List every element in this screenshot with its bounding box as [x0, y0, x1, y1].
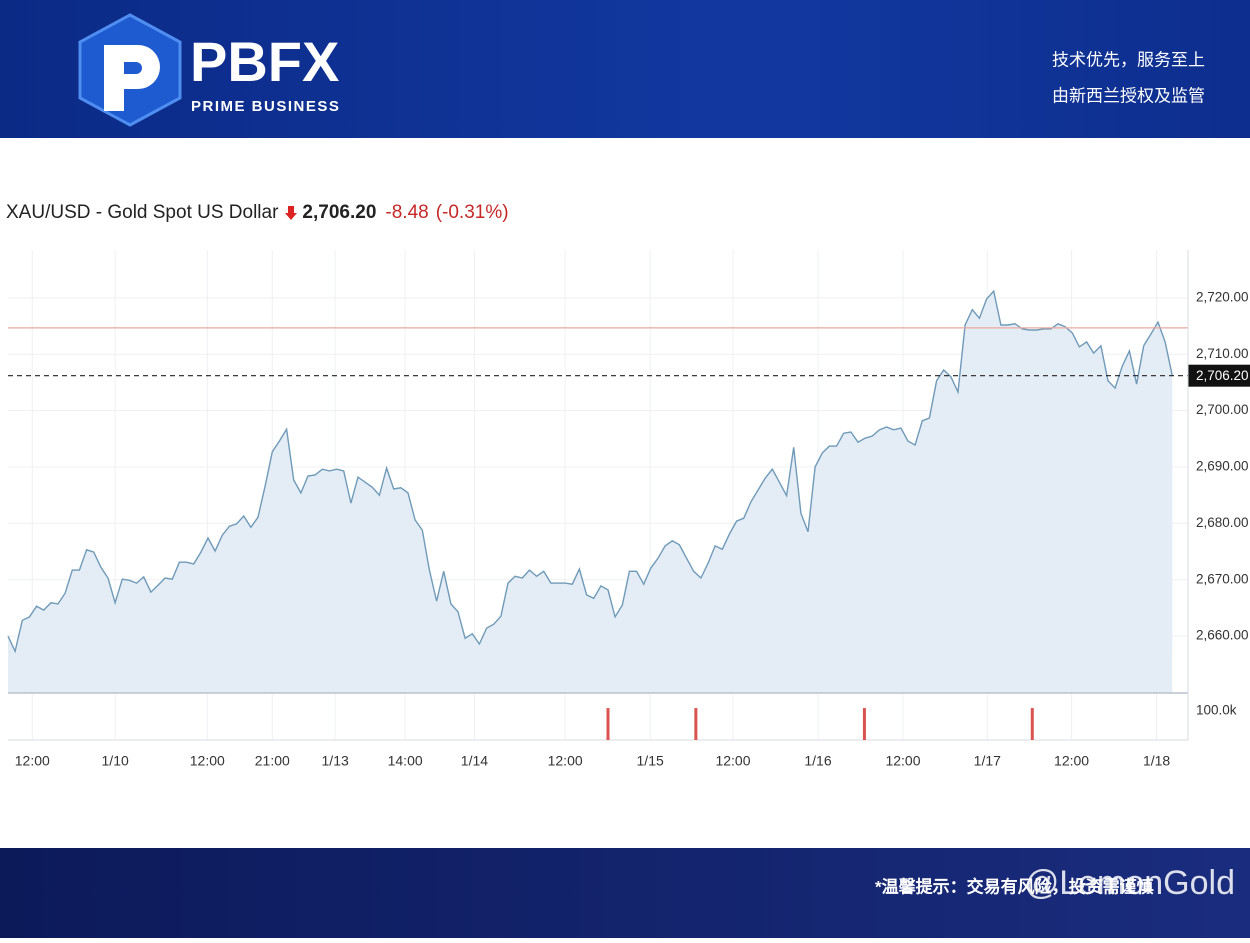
brand: PBFX	[190, 30, 339, 93]
footer-graphics: *温馨提示：交易有风险，投资需谨慎 @LemonGold	[875, 864, 1235, 902]
regulation: 由新西兰授权及监管	[1052, 86, 1205, 105]
logo-p	[104, 45, 160, 111]
volume-bar	[1030, 708, 1034, 740]
x-tick-label: 12:00	[548, 753, 583, 769]
slogan: 技术优先，服务至上	[1052, 50, 1205, 69]
title-row: XAU/USD - Gold Spot US Dollar 2,706.20 -…	[6, 202, 509, 224]
volume-tick-label: 100.0k	[1196, 703, 1237, 718]
price-line	[7, 289, 1173, 654]
change-pct: (-0.31%)	[435, 202, 509, 223]
x-tick-label: 1/13	[322, 753, 349, 769]
footer: *温馨提示：交易有风险，投资需谨慎 @LemonGold	[0, 848, 1250, 938]
x-tick-label: 1/16	[804, 753, 831, 769]
notice: *温馨提示：交易有风险，投资需谨慎	[875, 876, 1154, 896]
area	[8, 291, 1173, 693]
x-tick-label: 1/18	[1143, 753, 1170, 769]
change: -8.48	[385, 202, 429, 223]
x-tick-label: 1/14	[461, 753, 488, 769]
y-tick-label: 2,700.00	[1196, 402, 1249, 417]
y-tick-label: 2,680.00	[1196, 515, 1249, 530]
x-tick-label: 14:00	[388, 753, 423, 769]
last-price: 2,706.20	[302, 202, 377, 223]
x-tick-label: 12:00	[15, 753, 50, 769]
volume-bar	[606, 708, 610, 740]
volume-bar	[862, 708, 866, 740]
y-tick-label: 2,720.00	[1196, 289, 1249, 304]
watermark: @LemonGold	[1025, 864, 1235, 902]
volume-bar	[694, 708, 698, 740]
last-price-tag-label: 2,706.20	[1196, 368, 1249, 383]
x-tick-label: 1/15	[637, 753, 664, 769]
chart: 12:00 1/10 12:00 21:00 1/13 14:00 1/14 12:00 1/1…	[7, 250, 1250, 769]
chart-title: XAU/USD - Gold Spot US Dollar	[6, 202, 279, 223]
x-tick-label: 12:00	[885, 753, 920, 769]
tagline: PRIME BUSINESS	[191, 98, 340, 115]
header-graphics: PBFX PRIME BUSINESS 技术优先，服务至上 由新西兰授权及监管	[78, 13, 1205, 127]
y-tick-label: 2,710.00	[1196, 346, 1249, 361]
x-tick-label: 21:00	[255, 753, 290, 769]
x-tick-label: 12:00	[190, 753, 225, 769]
x-tick-label: 12:00	[715, 753, 750, 769]
x-tick-label: 1/17	[974, 753, 1001, 769]
last-price-tag	[1188, 364, 1250, 387]
down-arrow	[285, 206, 298, 220]
x-tick-label: 12:00	[1054, 753, 1089, 769]
y-tick-label: 2,670.00	[1196, 571, 1249, 586]
header: PBFX PRIME BUSINESS 技术优先，服务至上 由新西兰授权及监管	[0, 0, 1250, 138]
y-tick-label: 2,660.00	[1196, 628, 1249, 643]
y-tick-label: 2,690.00	[1196, 459, 1249, 474]
x-tick-label: 1/10	[102, 753, 129, 769]
